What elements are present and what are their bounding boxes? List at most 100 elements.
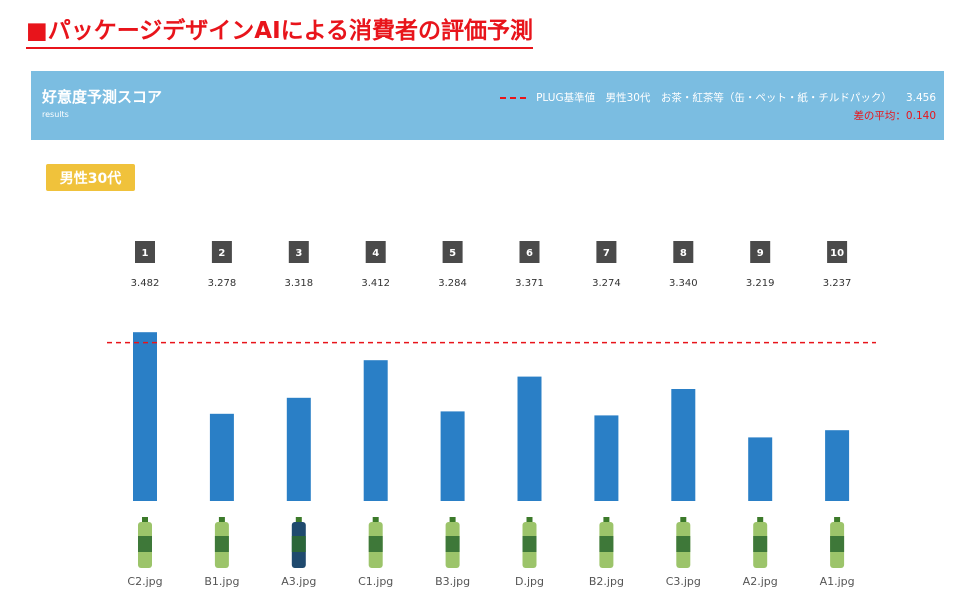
rank-badge: 9	[750, 241, 771, 263]
bottle-cap	[680, 517, 687, 522]
bar	[748, 437, 773, 501]
bottle-label	[368, 536, 383, 552]
bar	[671, 389, 696, 501]
score-label: 3.482	[131, 278, 160, 289]
rank-badge-box	[519, 241, 540, 263]
green-tea-bottle-icon	[599, 517, 614, 568]
bottle-label	[522, 536, 537, 552]
x-tick-label: B3.jpg	[435, 575, 470, 588]
rank-number: 2	[218, 248, 225, 259]
bottle-label	[676, 536, 691, 552]
rank-badge: 6	[519, 241, 540, 263]
rank-number: 4	[372, 248, 379, 259]
rank-badge: 10	[827, 241, 848, 263]
green-tea-bottle-icon	[214, 517, 229, 568]
rank-badge-box	[365, 241, 386, 263]
rank-badge-box	[442, 241, 463, 263]
segment-badge: 男性30代	[46, 164, 135, 191]
rank-badge-box	[596, 241, 617, 263]
bar	[209, 413, 234, 501]
rank-number: 1	[142, 248, 149, 259]
score-label: 3.284	[438, 278, 467, 289]
rank-number: 7	[603, 248, 610, 259]
bottle-cap	[834, 517, 841, 522]
bottle-cap	[526, 517, 533, 522]
green-tea-bottle-icon	[830, 517, 845, 568]
bar	[517, 376, 542, 501]
bar	[440, 411, 465, 501]
x-tick-label: D.jpg	[515, 575, 544, 588]
bar	[133, 332, 157, 501]
score-label: 3.274	[592, 278, 621, 289]
x-tick-label: A1.jpg	[820, 575, 855, 588]
score-label: 3.371	[515, 278, 544, 289]
average-difference: 差の平均：0.140	[853, 110, 936, 122]
rank-badge-box	[288, 241, 309, 263]
score-title: 好意度予測スコア	[42, 88, 163, 106]
dark-tea-bottle-icon	[291, 517, 306, 568]
rank-number: 8	[680, 248, 687, 259]
rank-badge: 4	[365, 241, 386, 263]
score-label: 3.412	[361, 278, 390, 289]
bar	[286, 397, 311, 501]
bottle-cap	[449, 517, 456, 522]
bottle-cap	[295, 517, 302, 522]
score-label: 3.219	[746, 278, 775, 289]
bottle-cap	[218, 517, 225, 522]
benchmark-legend: PLUG基準値 男性30代 お茶・紅茶等（缶・ペット・紙・チルドパック） 3.4…	[500, 90, 936, 105]
bar	[363, 360, 388, 501]
rank-badge: 7	[596, 241, 617, 263]
rank-number: 5	[449, 248, 456, 259]
rank-badge-box	[135, 241, 155, 263]
bottle-cap	[372, 517, 379, 522]
green-tea-bottle-icon	[522, 517, 537, 568]
bottle-label	[291, 536, 306, 552]
green-tea-bottle-icon	[368, 517, 383, 568]
score-label: 3.237	[823, 278, 852, 289]
bottle-cap	[603, 517, 610, 522]
rank-badge: 1	[135, 241, 155, 263]
rank-badge-box	[673, 241, 694, 263]
bottle-cap	[142, 517, 148, 522]
bottle-label	[445, 536, 460, 552]
x-tick-label: C3.jpg	[666, 575, 701, 588]
rank-badge-box	[750, 241, 771, 263]
score-subtitle: results	[42, 110, 69, 119]
bottle-label	[599, 536, 614, 552]
rank-number: 10	[830, 248, 844, 259]
x-tick-label: B1.jpg	[204, 575, 239, 588]
green-tea-bottle-icon	[138, 517, 152, 568]
rank-badge: 8	[673, 241, 694, 263]
score-header-band: 好意度予測スコア results PLUG基準値 男性30代 お茶・紅茶等（缶・…	[31, 71, 944, 140]
page-title: ■パッケージデザインAIによる消費者の評価予測	[26, 16, 533, 49]
green-tea-bottle-icon	[676, 517, 691, 568]
x-tick-label: C2.jpg	[127, 575, 162, 588]
x-tick-label: C1.jpg	[358, 575, 393, 588]
rank-number: 9	[757, 248, 764, 259]
bottle-label	[138, 536, 152, 552]
dashed-line-legend-icon	[500, 96, 527, 99]
bottle-cap	[757, 517, 764, 522]
x-tick-label: A2.jpg	[743, 575, 778, 588]
rank-badge: 2	[211, 241, 232, 263]
score-label: 3.340	[669, 278, 698, 289]
rank-badge: 3	[288, 241, 309, 263]
bar	[825, 430, 850, 501]
bottle-label	[830, 536, 845, 552]
score-label: 3.318	[284, 278, 313, 289]
rank-number: 3	[295, 248, 302, 259]
benchmark-value: 3.456	[905, 91, 936, 104]
score-label: 3.278	[208, 278, 237, 289]
green-tea-bottle-icon	[445, 517, 460, 568]
green-tea-bottle-icon	[753, 517, 768, 568]
bar	[594, 415, 619, 501]
rank-badge: 5	[442, 241, 463, 263]
benchmark-label: PLUG基準値 男性30代 お茶・紅茶等（缶・ペット・紙・チルドパック）	[536, 92, 892, 104]
bottle-label	[214, 536, 229, 552]
rank-badge-box	[827, 241, 848, 263]
x-tick-label: B2.jpg	[589, 575, 624, 588]
rank-number: 6	[526, 248, 533, 259]
rank-badge-box	[211, 241, 232, 263]
bottle-label	[753, 536, 768, 552]
